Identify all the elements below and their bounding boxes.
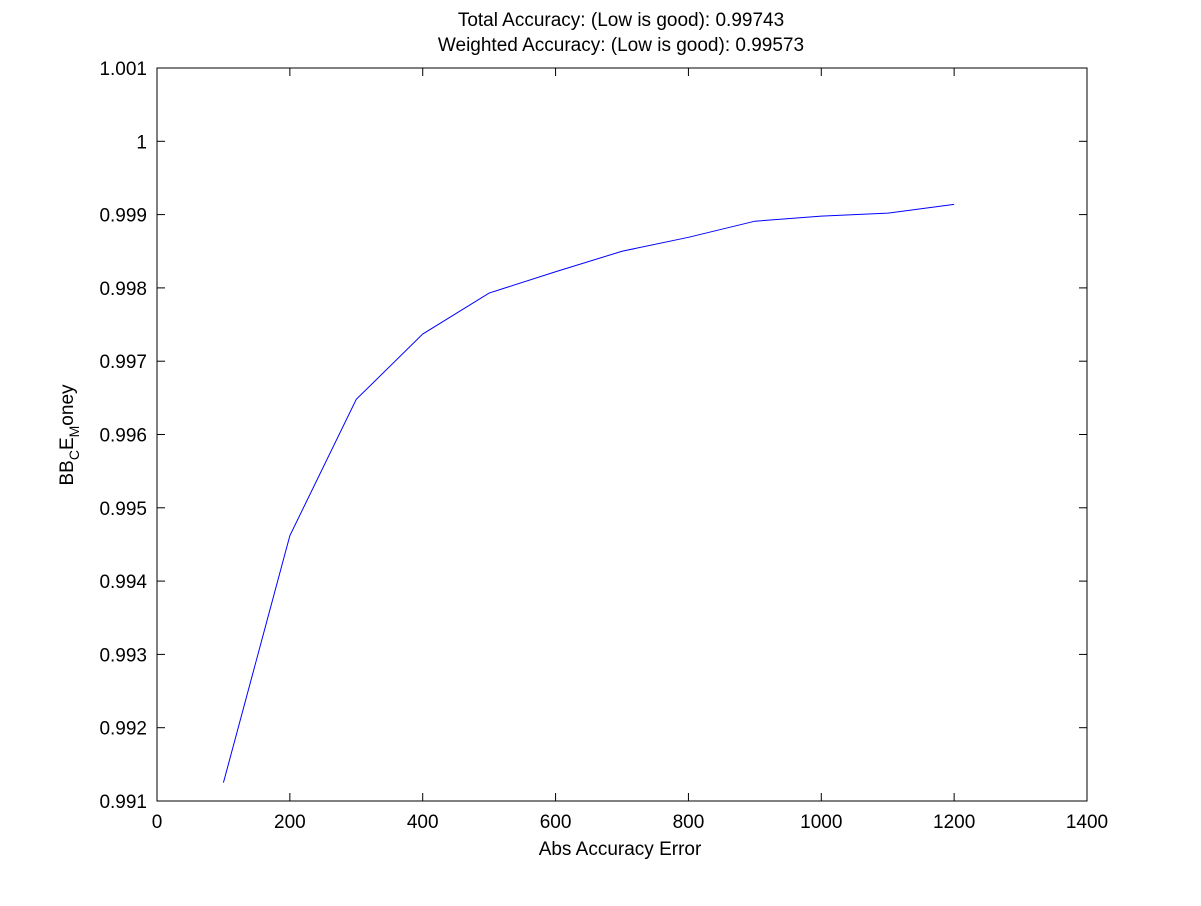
y-axis-label-part: M: [66, 426, 82, 438]
x-tick-label: 1200: [933, 812, 975, 833]
x-tick-label: 600: [540, 812, 572, 833]
y-axis-ticks: 0.991 0.992 0.993 0.994 0.995 0.996 0.997 0.998…: [99, 59, 1087, 813]
x-tick-label: 400: [407, 812, 439, 833]
x-axis-label: Abs Accuracy Error: [539, 839, 702, 860]
y-tick-label: 0.994: [99, 572, 147, 593]
y-tick-label: 0.997: [99, 352, 147, 373]
x-tick-label: 1400: [1066, 812, 1108, 833]
y-tick-label: 0.998: [99, 279, 147, 300]
series-lines: [222, 203, 955, 783]
y-tick-label: 1.001: [99, 59, 147, 80]
y-tick-label: 0.999: [99, 206, 147, 227]
y-tick-label: 0.996: [99, 426, 147, 447]
plot-area-box: [156, 67, 1088, 802]
y-tick-label: 0.991: [99, 792, 147, 813]
x-tick-label: 0: [152, 812, 163, 833]
y-tick-label: 1: [136, 132, 147, 153]
y-axis-label-part: BB: [57, 460, 78, 485]
plot-axes: [156, 67, 1088, 802]
y-tick-label: 0.995: [99, 499, 147, 520]
chart-title: Total Accuracy: (Low is good): 0.99743 W…: [438, 10, 804, 56]
y-tick-label: 0.992: [99, 719, 147, 740]
x-axis-ticks: 0 200 400 600 800 1000 1200 1400: [152, 68, 1108, 833]
chart-title-line-1: Total Accuracy: (Low is good): 0.99743: [458, 10, 784, 31]
y-tick-label: 0.993: [99, 645, 147, 666]
y-axis-label-part: E: [57, 437, 78, 450]
y-axis-label-part: C: [66, 450, 82, 460]
y-axis-label-part: oney: [57, 384, 78, 426]
chart-title-line-2: Weighted Accuracy: (Low is good): 0.9957…: [438, 35, 804, 56]
series-line-0: [222, 203, 955, 783]
x-tick-label: 200: [274, 812, 306, 833]
x-tick-label: 800: [673, 812, 705, 833]
x-tick-label: 1000: [800, 812, 842, 833]
y-axis-label: BBCEMoney: [57, 384, 82, 486]
